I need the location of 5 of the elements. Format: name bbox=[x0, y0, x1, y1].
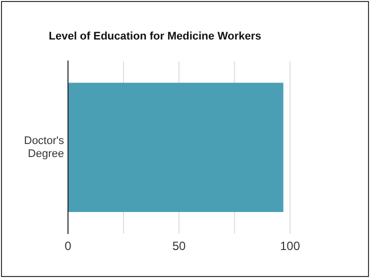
x-tick-label: 100 bbox=[280, 239, 300, 254]
x-tick-label: 0 bbox=[64, 239, 72, 254]
x-tick-label: 50 bbox=[172, 239, 186, 254]
chart-title: Level of Education for Medicine Workers bbox=[48, 30, 262, 43]
y-tick-label: Doctor's Degree bbox=[24, 134, 64, 160]
